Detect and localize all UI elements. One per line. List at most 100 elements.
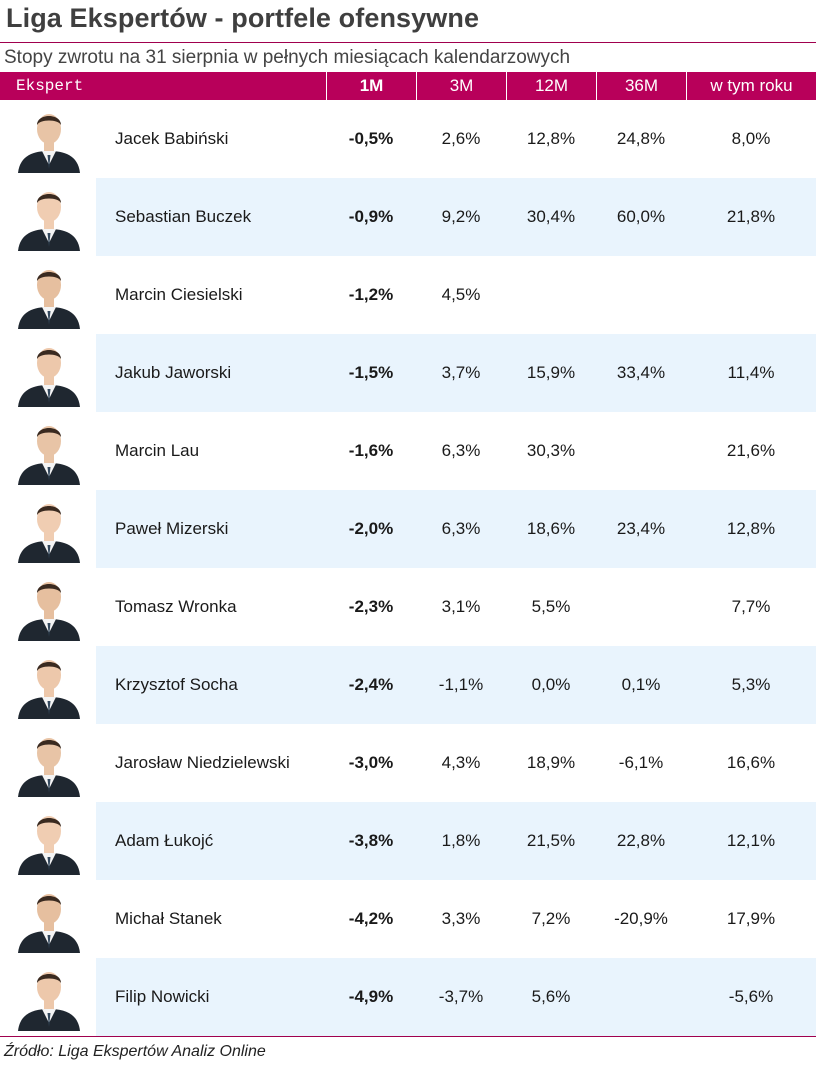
- cell-ytd: 7,7%: [731, 597, 771, 616]
- expert-name: Jakub Jaworski: [115, 363, 232, 382]
- expert-photo: [14, 651, 84, 719]
- cell-3m: -1,1%: [438, 675, 484, 694]
- row-background: [96, 802, 816, 880]
- expert-name: Michał Stanek: [115, 909, 222, 928]
- table-row: Filip Nowicki -4,9% -3,7% 5,6% -5,6%: [0, 958, 816, 1036]
- cell-12m: 5,5%: [531, 597, 571, 616]
- column-header-12m: 12M: [506, 72, 596, 100]
- column-header-36m: 36M: [596, 72, 686, 100]
- table-row: Marcin Ciesielski -1,2% 4,5%: [0, 256, 816, 334]
- cell-12m: 18,6%: [526, 519, 576, 538]
- cell-3m: 9,2%: [441, 207, 481, 226]
- cell-36m: 23,4%: [616, 519, 666, 538]
- column-header-ytd: w tym roku: [686, 72, 816, 100]
- cell-36m: 0,1%: [621, 675, 661, 694]
- cell-12m: 5,6%: [531, 987, 571, 1006]
- cell-36m: -6,1%: [618, 753, 664, 772]
- expert-photo: [14, 417, 84, 485]
- page-subtitle: Stopy zwrotu na 31 sierpnia w pełnych mi…: [4, 47, 571, 68]
- table-row: Adam Łukojć -3,8% 1,8% 21,5% 22,8% 12,1%: [0, 802, 816, 880]
- cell-1m: -4,9%: [348, 987, 394, 1006]
- cell-ytd: 17,9%: [726, 909, 776, 928]
- cell-12m: [501, 256, 601, 334]
- cell-36m: 33,4%: [616, 363, 666, 382]
- title-rule: [0, 42, 816, 43]
- cell-3m: 3,1%: [441, 597, 481, 616]
- cell-1m: -3,8%: [348, 831, 394, 850]
- cell-3m: 4,5%: [441, 285, 481, 304]
- cell-1m: -0,9%: [348, 207, 394, 226]
- cell-ytd: 21,8%: [726, 207, 776, 226]
- table-row: Tomasz Wronka -2,3% 3,1% 5,5% 7,7%: [0, 568, 816, 646]
- expert-photo: [14, 729, 84, 797]
- cell-3m: 3,3%: [441, 909, 481, 928]
- expert-name: Paweł Mizerski: [115, 519, 229, 538]
- row-background: [96, 334, 816, 412]
- cell-12m: 12,8%: [526, 129, 576, 148]
- cell-12m: 30,4%: [526, 207, 576, 226]
- source-note: Źródło: Liga Ekspertów Analiz Online: [4, 1043, 266, 1060]
- cell-1m: -2,3%: [348, 597, 394, 616]
- expert-photo: [14, 495, 84, 563]
- table-row: Marcin Lau -1,6% 6,3% 30,3% 21,6%: [0, 412, 816, 490]
- cell-12m: 0,0%: [531, 675, 571, 694]
- table-row: Michał Stanek -4,2% 3,3% 7,2% -20,9% 17,9%: [0, 880, 816, 958]
- cell-ytd: 5,3%: [731, 675, 771, 694]
- cell-3m: 4,3%: [441, 753, 481, 772]
- table-row: Paweł Mizerski -2,0% 6,3% 18,6% 23,4% 12,8%: [0, 490, 816, 568]
- column-header-1m: 1M: [326, 72, 416, 100]
- cell-36m: [591, 412, 691, 490]
- cell-36m: 60,0%: [616, 207, 666, 226]
- cell-12m: 30,3%: [526, 441, 576, 460]
- row-background: [96, 490, 816, 568]
- expert-name: Sebastian Buczek: [115, 207, 252, 226]
- cell-1m: -2,4%: [348, 675, 394, 694]
- table-row: Jarosław Niedzielewski -3,0% 4,3% 18,9% -6,1…: [0, 724, 816, 802]
- cell-ytd: 11,4%: [727, 363, 775, 382]
- table-header: Ekspert 1M 3M 12M 36M w tym roku: [0, 72, 816, 100]
- cell-36m: 24,8%: [616, 129, 666, 148]
- row-background: [96, 958, 816, 1036]
- page-title: Liga Ekspertów - portfele ofensywne: [6, 3, 480, 33]
- cell-3m: 3,7%: [441, 363, 481, 382]
- cell-ytd: [701, 256, 801, 334]
- cell-12m: 21,5%: [526, 831, 576, 850]
- cell-ytd: -5,6%: [728, 987, 774, 1006]
- cell-12m: 15,9%: [526, 363, 576, 382]
- cell-3m: -3,7%: [438, 987, 484, 1006]
- expert-name: Jacek Babiński: [115, 129, 229, 148]
- cell-3m: 6,3%: [441, 519, 481, 538]
- table-row: Jacek Babiński -0,5% 2,6% 12,8% 24,8% 8,0%: [0, 100, 816, 178]
- cell-1m: -0,5%: [348, 129, 394, 148]
- cell-12m: 7,2%: [531, 909, 571, 928]
- column-header-expert: Ekspert: [16, 77, 84, 95]
- cell-36m: [591, 958, 691, 1036]
- expert-photo: [14, 105, 84, 173]
- cell-3m: 6,3%: [441, 441, 481, 460]
- cell-36m: [591, 256, 691, 334]
- cell-1m: -4,2%: [348, 909, 394, 928]
- expert-name: Marcin Lau: [115, 441, 200, 460]
- expert-photo: [14, 963, 84, 1031]
- expert-photo: [14, 339, 84, 407]
- expert-photo: [14, 573, 84, 641]
- cell-36m: [591, 568, 691, 646]
- cell-ytd: 21,6%: [726, 441, 776, 460]
- cell-1m: -1,6%: [348, 441, 394, 460]
- expert-name: Jarosław Niedzielewski: [115, 753, 290, 772]
- cell-36m: -20,9%: [614, 909, 668, 928]
- row-background: [96, 178, 816, 256]
- cell-1m: -1,5%: [348, 363, 394, 382]
- expert-photo: [14, 261, 84, 329]
- cell-ytd: 12,8%: [726, 519, 776, 538]
- table-row: Krzysztof Socha -2,4% -1,1% 0,0% 0,1% 5,3%: [0, 646, 816, 724]
- expert-name: Filip Nowicki: [115, 987, 210, 1006]
- expert-photo: [14, 885, 84, 953]
- cell-ytd: 8,0%: [731, 129, 771, 148]
- cell-1m: -2,0%: [348, 519, 394, 538]
- bottom-rule: [0, 1036, 816, 1037]
- cell-1m: -3,0%: [348, 753, 394, 772]
- expert-name: Tomasz Wronka: [115, 597, 237, 616]
- table-row: Sebastian Buczek -0,9% 9,2% 30,4% 60,0% 21,8%: [0, 178, 816, 256]
- cell-ytd: 16,6%: [726, 753, 776, 772]
